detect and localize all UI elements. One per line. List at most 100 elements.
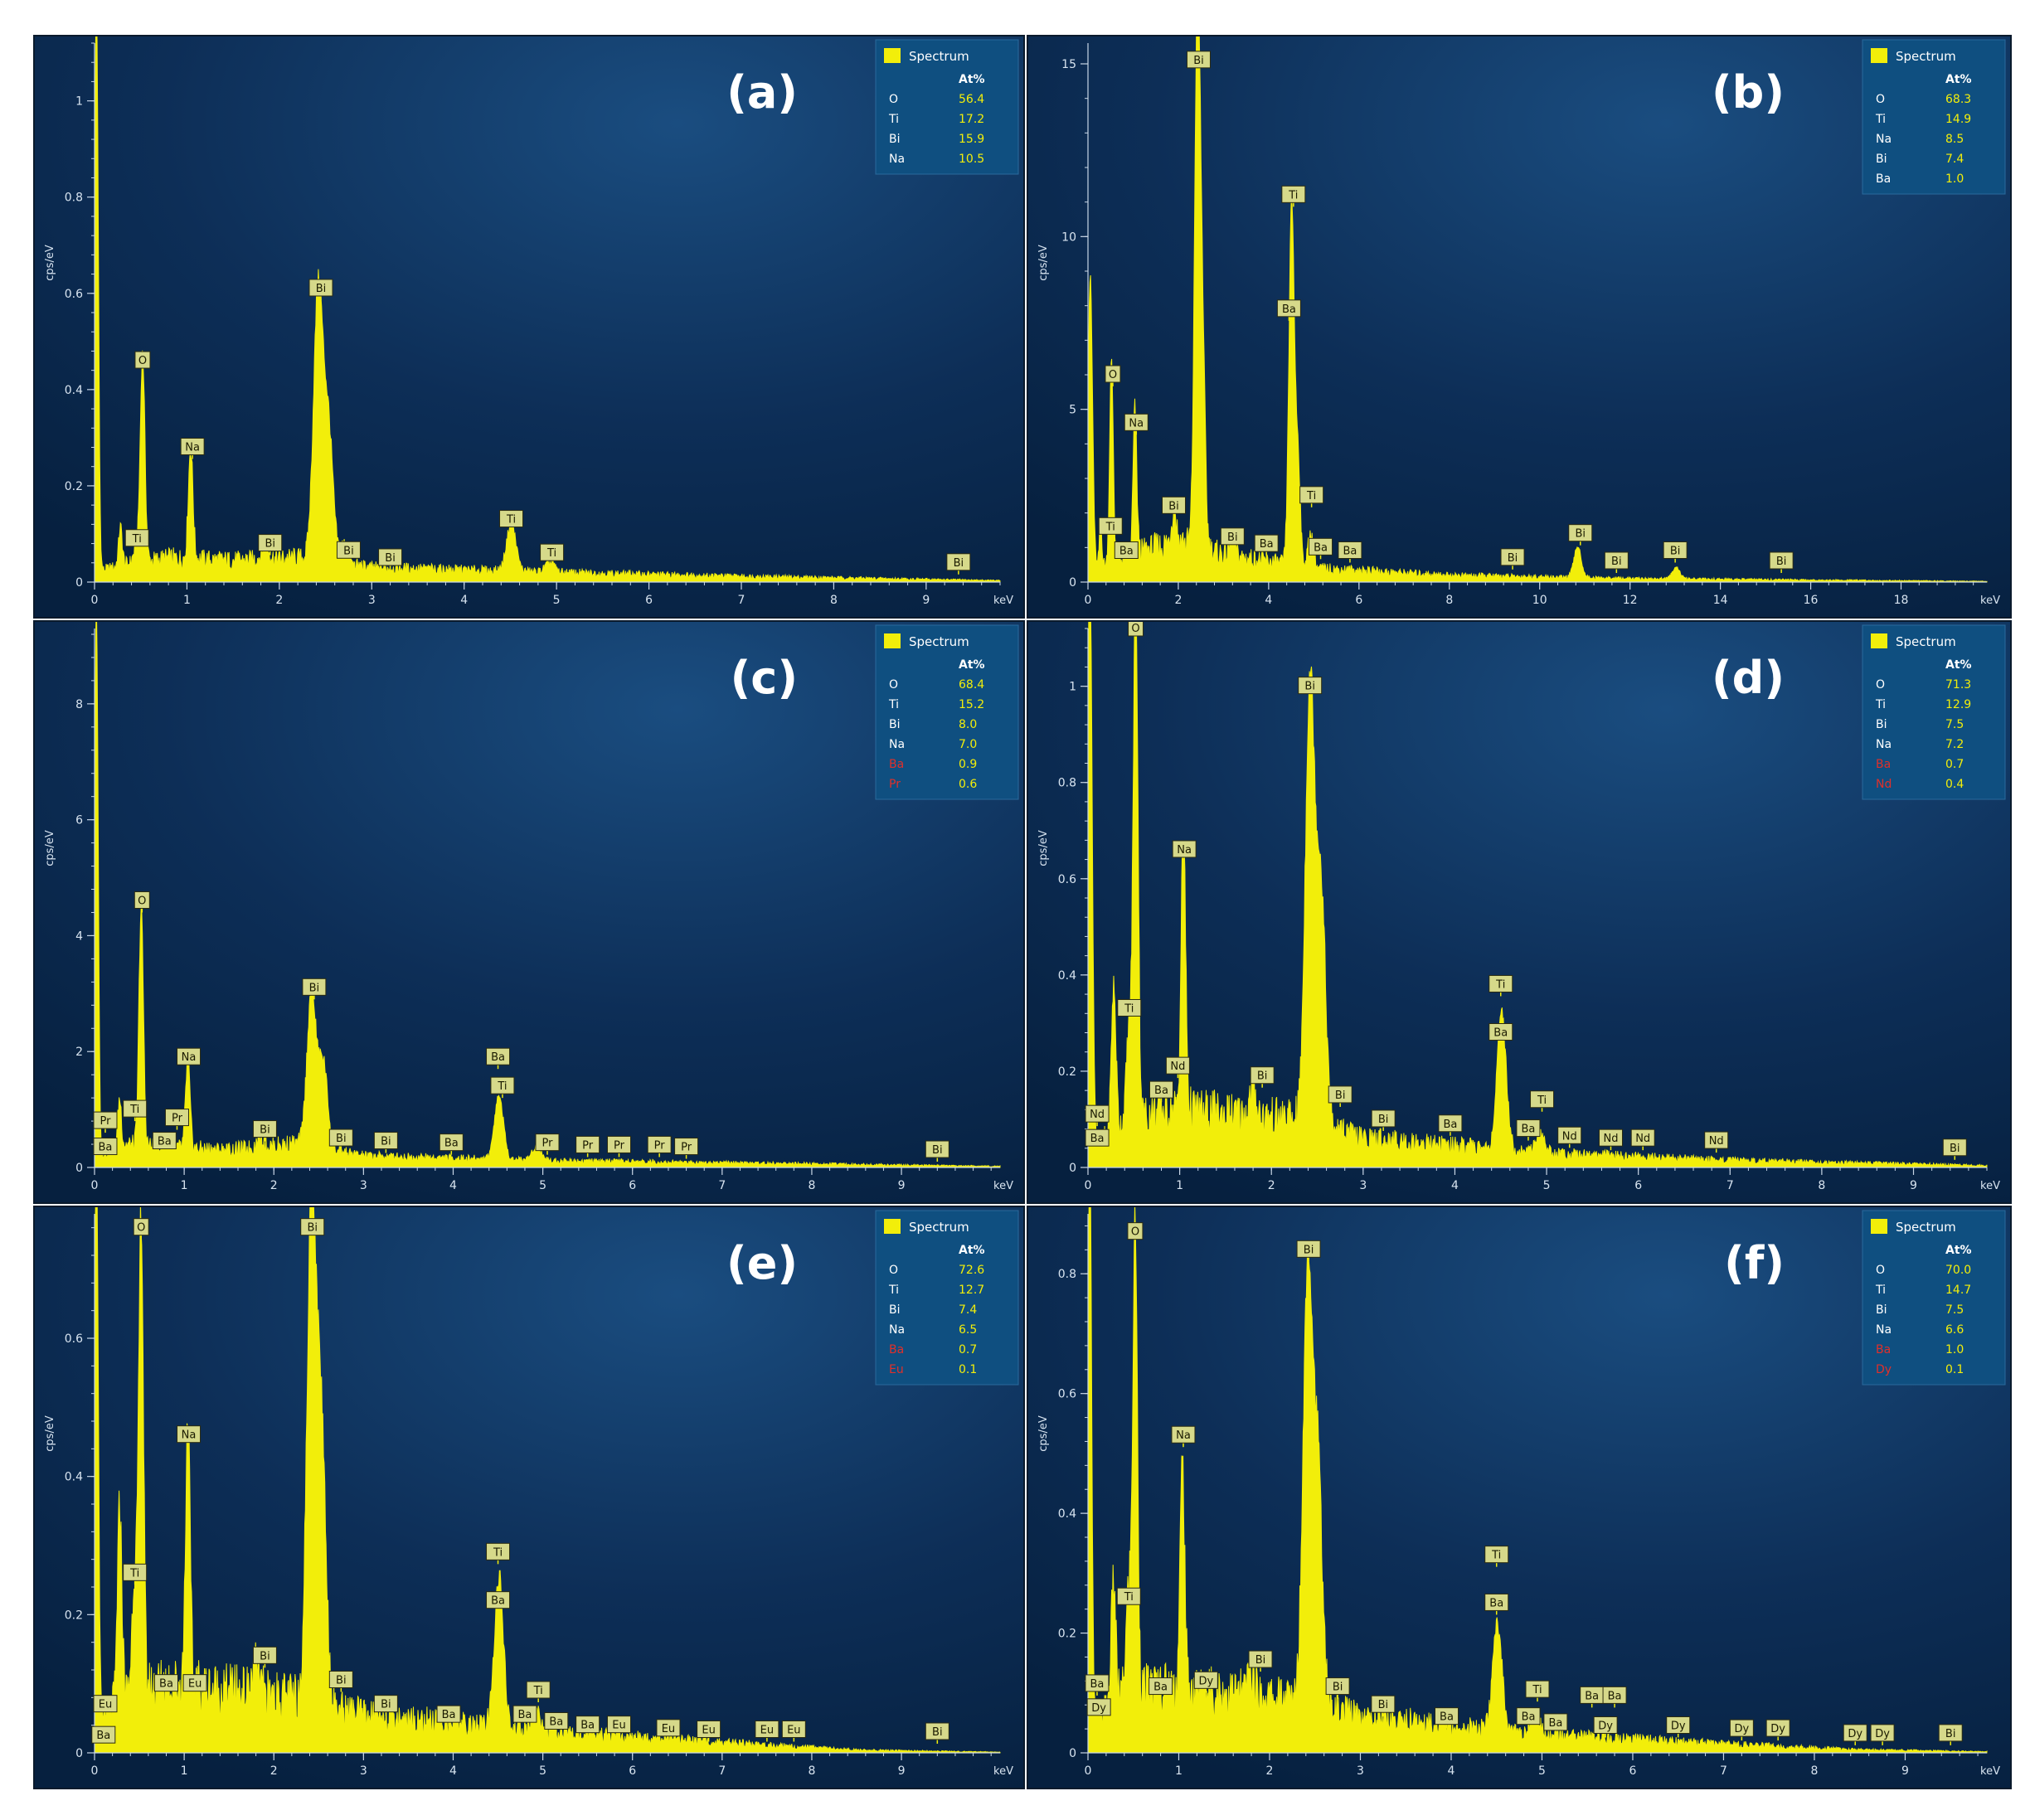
y-tick-label: 0 <box>75 1747 83 1760</box>
x-tick-label: 1 <box>181 1179 188 1192</box>
peak-label-box <box>124 529 149 547</box>
peak-label: Nd <box>1557 1126 1582 1148</box>
peak-label-box <box>177 1425 202 1444</box>
peak-label-text: Pr <box>172 1113 183 1125</box>
peak-label-box <box>177 1047 202 1065</box>
peak-label-box <box>252 1646 277 1664</box>
peak-label-text: Ba <box>1119 546 1134 558</box>
legend-element: O <box>1876 678 1885 692</box>
x-tick-label: 1 <box>181 1764 188 1778</box>
peak-label-text: Ti <box>546 547 556 560</box>
peak-label: Ba <box>439 1133 464 1155</box>
legend-element: Na <box>1876 1323 1892 1337</box>
panel-letter: (a) <box>726 66 798 119</box>
legend-element: Ba <box>1876 758 1891 771</box>
peak-label-text: Na <box>182 1051 197 1064</box>
peak-label: Pr <box>647 1135 672 1158</box>
legend-background <box>875 1210 1019 1386</box>
peak-label-text: Ba <box>1548 1717 1562 1730</box>
legend-header: At% <box>1945 73 1972 86</box>
x-tick-label: 5 <box>539 1179 546 1192</box>
y-tick-label: 0.6 <box>1058 1388 1076 1401</box>
peak-label-box <box>925 1722 949 1740</box>
peak-label-text: Ti <box>497 1080 507 1093</box>
peak-label: Pr <box>93 1111 118 1133</box>
peak-label-box <box>1161 496 1186 514</box>
peak-label: Ti <box>1530 1090 1555 1112</box>
y-tick-label: 5 <box>1069 404 1076 417</box>
peak-label-text: Ba <box>1493 1027 1508 1040</box>
x-tick-label: 3 <box>360 1179 367 1192</box>
peak-label-box <box>134 891 150 909</box>
peak-label: Ti <box>1116 1587 1141 1609</box>
spectrum-panel-d: 0 0.2 0.4 0.6 0.8 1 0 1 2 3 4 5 6 7 8 9 keV cps/eV O Na Bi Ti… <box>1027 620 2012 1204</box>
peak-label: Bi <box>1248 1650 1273 1672</box>
peak-label: Ti <box>123 1099 148 1122</box>
x-tick-label: 8 <box>808 1179 815 1192</box>
peak-label: Pr <box>606 1135 631 1158</box>
legend-box: Spectrum At% O 68.4 Ti 15.2 Bi 8.0 Na 7.0 Ba 0.9 Pr 0… <box>875 624 1019 800</box>
legend-value: 7.4 <box>959 1303 977 1317</box>
y-axis-label: cps/eV <box>1037 830 1050 866</box>
peak-label: Bi <box>1371 1695 1396 1717</box>
legend-value: 7.4 <box>1945 153 1964 166</box>
peak-label: Ba <box>91 1725 116 1748</box>
peak-label-box <box>1516 1119 1541 1138</box>
peak-label: Ti <box>1281 185 1306 207</box>
peak-label-text: Bi <box>336 1675 347 1687</box>
peak-label-box <box>486 1047 511 1065</box>
peak-label-box <box>1193 1671 1218 1689</box>
x-tick-label: 6 <box>1634 1179 1642 1192</box>
peak-label-text: O <box>137 1222 145 1235</box>
peak-label-box <box>1938 1724 1963 1742</box>
peak-label-text: Bi <box>932 1144 943 1157</box>
peak-label: Bi <box>302 978 327 1000</box>
peak-label-text: Na <box>182 1429 197 1442</box>
x-tick-label: 4 <box>1451 1179 1459 1192</box>
peak-label-text: Dy <box>1598 1721 1613 1733</box>
peak-label-text: Nd <box>1090 1109 1105 1121</box>
peak-label: Bi <box>946 553 971 575</box>
peak-label: Ba <box>575 1716 600 1737</box>
peak-label-text: Ba <box>1282 303 1296 316</box>
peak-label: Ba <box>153 1674 178 1696</box>
legend-header: At% <box>959 73 985 86</box>
peak-label-box <box>490 1076 515 1094</box>
y-tick-label: 0.8 <box>1058 777 1076 790</box>
peak-label-box <box>486 1542 511 1560</box>
peak-label-box <box>1309 537 1333 556</box>
peak-label: Bi <box>1568 524 1593 546</box>
peak-label-text: O <box>1109 369 1117 381</box>
peak-label: Ba <box>1516 1119 1541 1141</box>
peak-label: Ba <box>1254 534 1279 556</box>
peak-label-box <box>606 1135 631 1153</box>
peak-label: Eu <box>93 1695 118 1716</box>
peak-label-box <box>153 1674 178 1692</box>
spectrum-chart: 0 0.2 0.4 0.6 0.8 0 1 2 3 4 5 6 7 8 9 keV cps/eV O Na Bi Ti B… <box>1028 1207 2010 1788</box>
peak-label-box <box>439 1133 464 1152</box>
peak-label-box <box>1299 486 1324 504</box>
peak-label-text: Bi <box>954 557 964 570</box>
legend-element: Na <box>1876 133 1892 146</box>
legend-value: 12.7 <box>959 1284 984 1297</box>
peak-label-box <box>182 1674 207 1692</box>
x-tick-label: 18 <box>1894 594 1909 607</box>
y-tick-label: 0.4 <box>65 1471 83 1484</box>
legend-value: 7.5 <box>1945 1303 1964 1317</box>
y-axis-label: cps/eV <box>44 830 56 866</box>
y-axis-label: cps/eV <box>44 245 56 281</box>
y-tick-label: 0.4 <box>1058 969 1076 983</box>
legend-element: O <box>889 93 898 106</box>
peak-label-box <box>1220 527 1245 546</box>
peak-label: Nd <box>1165 1056 1190 1079</box>
y-tick-label: 6 <box>75 814 83 827</box>
legend-value: 0.7 <box>1945 758 1964 771</box>
legend-value: 71.3 <box>1945 678 1971 692</box>
peak-label-box <box>1704 1131 1729 1149</box>
peak-label-text: O <box>1131 1226 1139 1239</box>
peak-label: Bi <box>1328 1085 1353 1107</box>
peak-label-text: Ti <box>533 1685 543 1697</box>
peak-label: O <box>134 891 150 913</box>
peak-label-box <box>1516 1707 1541 1725</box>
peak-label: Bi <box>1604 551 1629 573</box>
